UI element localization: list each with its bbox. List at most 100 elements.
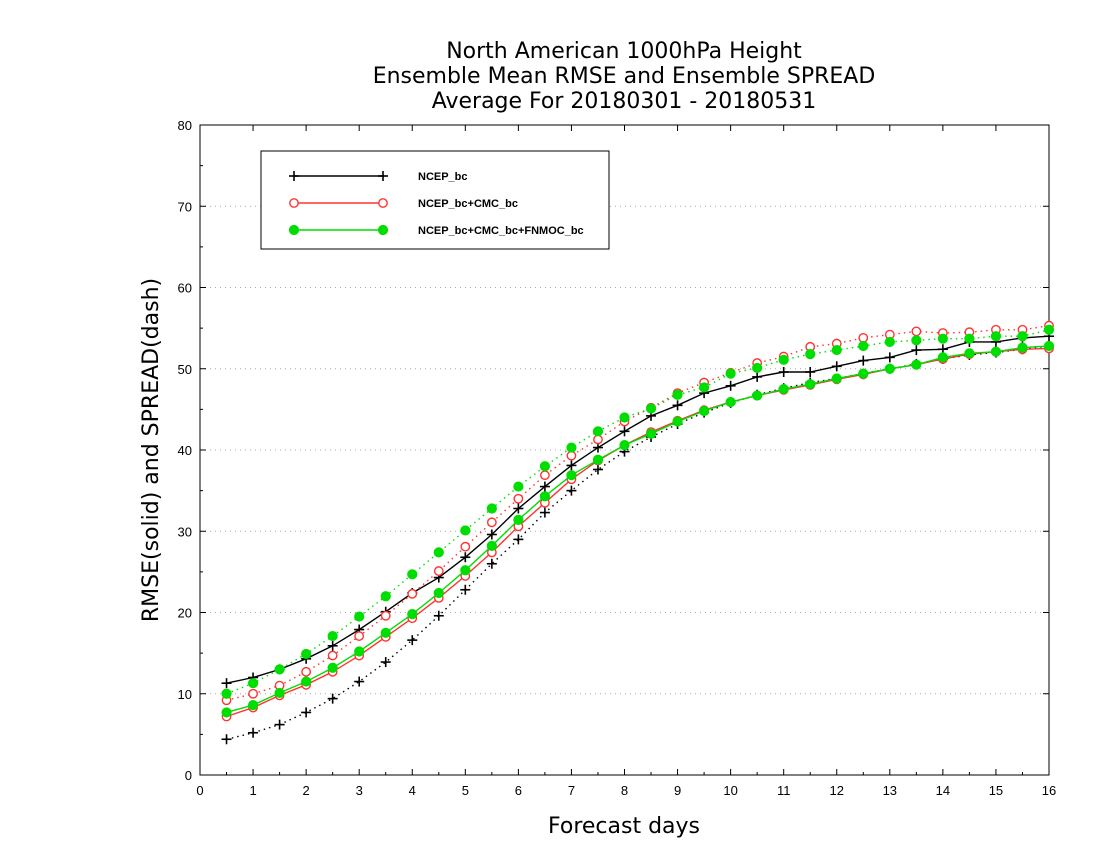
spread-point (672, 389, 683, 400)
y-tick-label: 50 (178, 362, 192, 377)
rmse-point (221, 707, 232, 718)
spread-point (831, 344, 842, 356)
rmse-point (1043, 340, 1055, 352)
spread-point (645, 403, 657, 414)
legend-marker (378, 198, 388, 208)
rmse-point (884, 352, 895, 363)
legend-marker (289, 171, 299, 181)
spread-point (248, 727, 259, 738)
rmse-point (486, 540, 497, 551)
rmse-point (752, 390, 763, 401)
rmse-point (884, 363, 895, 374)
x-axis-title: Forecast days (548, 814, 700, 839)
spread-point (1017, 331, 1028, 342)
x-tick-label: 3 (356, 783, 363, 798)
spread-point (858, 332, 869, 343)
x-tick-label: 7 (568, 783, 575, 798)
legend-marker (289, 198, 299, 208)
spread-point (460, 541, 471, 552)
series (221, 320, 1055, 745)
legend-box (260, 150, 610, 250)
y-tick-label: 60 (178, 281, 192, 296)
rmse-point (354, 646, 365, 657)
spread-point (433, 610, 444, 621)
spread-point (619, 412, 630, 423)
rmse-point (221, 678, 232, 689)
legend-item: NCEP_bc+CMC_bc (289, 198, 518, 210)
rmse-point (778, 383, 789, 395)
rmse-point (858, 368, 869, 379)
spread-point (566, 450, 577, 461)
x-tick-label: 12 (830, 783, 844, 798)
rmse-point (513, 514, 524, 525)
rmse-point (592, 454, 604, 465)
rmse-point (725, 380, 736, 391)
spread-point (327, 630, 338, 642)
rmse-point (725, 396, 736, 408)
rmse-point (805, 379, 816, 390)
rmse-point (380, 627, 391, 638)
rmse-point (911, 359, 922, 370)
spread-point (884, 336, 895, 348)
spread-point (593, 434, 603, 445)
rmse-point (327, 640, 338, 651)
spread-line (226, 345, 1050, 740)
legend-marker (288, 224, 300, 236)
spread-point (407, 588, 418, 599)
rmse-point (460, 565, 471, 576)
spread-point (539, 461, 551, 472)
rmse-point (698, 405, 710, 417)
spread-point (566, 442, 577, 453)
rmse-point (274, 687, 285, 699)
spread-point (433, 566, 444, 576)
spread-point (274, 719, 285, 730)
rmse-point (566, 460, 577, 471)
rmse-point (672, 400, 683, 411)
spread-point (540, 470, 550, 481)
spread-point (911, 326, 922, 337)
chart-title-line: Average For 20180301 - 20180531 (432, 89, 817, 114)
rmse-point (247, 700, 259, 711)
x-tick-label: 10 (723, 783, 737, 798)
spread-point (911, 335, 922, 346)
x-tick-label: 15 (989, 783, 1003, 798)
x-tick-label: 9 (674, 783, 681, 798)
rmse-line (226, 335, 1050, 684)
chart-title-line: Ensemble Mean RMSE and Ensemble SPREAD (373, 64, 876, 89)
spread-point (990, 331, 1002, 342)
x-tick-label: 4 (409, 783, 416, 798)
spread-point (221, 734, 232, 745)
axis-ticks: 0 1 2 3 4 5 6 7 8 9 10 11 12 13 14 15 160102030405060708… (178, 118, 1057, 798)
spread-line (226, 329, 1050, 695)
spread-point (380, 610, 391, 621)
spread-point (752, 362, 763, 374)
rmse-point (990, 346, 1002, 357)
spread-point (301, 648, 312, 660)
rmse-point (778, 367, 789, 377)
spread-point (354, 611, 365, 622)
x-tick-label: 13 (883, 783, 897, 798)
spread-point (301, 707, 312, 718)
spread-point (513, 481, 524, 492)
rmse-point (964, 348, 975, 359)
spread-point (380, 591, 391, 602)
series-2 (221, 324, 1055, 718)
spread-point (937, 333, 948, 344)
legend-marker (377, 224, 389, 236)
spread-point (460, 584, 471, 595)
y-tick-label: 30 (178, 524, 192, 539)
spread-point (486, 558, 497, 569)
spread-point (486, 517, 497, 528)
x-tick-label: 2 (303, 783, 310, 798)
spread-line (226, 325, 1050, 701)
x-tick-label: 6 (515, 783, 522, 798)
spread-point (433, 547, 444, 558)
spread-point (301, 666, 312, 677)
y-tick-label: 20 (178, 606, 192, 621)
x-tick-label: 0 (196, 783, 203, 798)
rmse-point (539, 481, 550, 492)
spread-point (592, 464, 603, 475)
y-tick-label: 70 (178, 199, 192, 214)
spread-point (407, 569, 418, 580)
